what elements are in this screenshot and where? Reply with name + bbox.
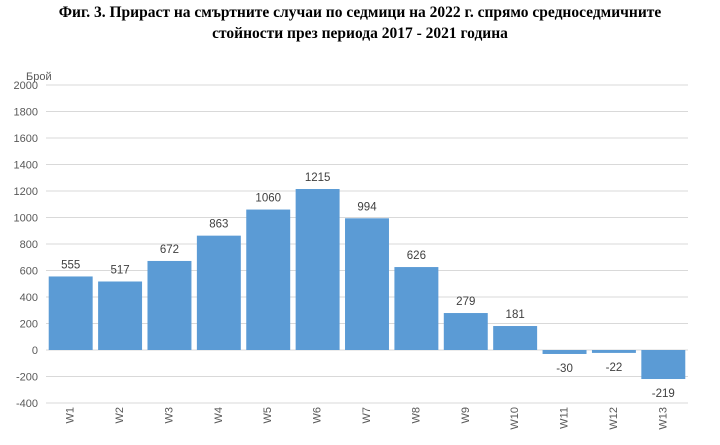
data-label: 1060 [255,193,281,205]
x-tick-label: W8 [410,407,422,424]
y-tick-label: 1000 [14,213,38,225]
y-tick-label: -200 [16,372,38,384]
data-label: -22 [606,362,623,374]
x-tick-label: W13 [657,407,669,430]
data-label: 994 [357,201,377,213]
chart-title: Фиг. 3. Прираст на смъртните случаи по с… [0,2,720,44]
x-tick-label: W11 [559,407,571,429]
data-label: -219 [652,388,675,400]
x-tick-label: W2 [114,407,126,424]
y-axis-label: Брой [26,71,52,83]
x-tick-label: W12 [608,407,620,430]
y-tick-label: -400 [16,398,38,410]
y-tick-label: 1400 [14,160,38,172]
bar [196,235,241,350]
x-tick-label: W7 [361,407,373,424]
y-tick-label: 1800 [14,107,38,119]
bar [147,260,192,350]
bar [295,189,340,350]
bar [345,218,389,350]
y-tick-label: 1200 [14,186,38,198]
data-label: 517 [110,264,129,276]
bar [641,350,686,380]
data-label: 863 [209,219,228,231]
data-label: 672 [160,244,179,256]
y-tick-label: 200 [20,319,38,331]
x-tick-label: W6 [312,407,324,424]
x-tick-label: W5 [262,407,274,424]
x-tick-label: W10 [509,407,521,430]
y-tick-label: 2000 [14,80,38,92]
y-tick-label: 1600 [14,133,38,145]
data-label: 279 [456,296,475,308]
bar [493,326,538,350]
y-tick-label: 800 [20,239,38,251]
bar [591,350,636,353]
x-tick-label: W4 [213,407,225,424]
data-label: -30 [556,363,573,375]
data-label: 555 [61,259,80,271]
bar [98,281,143,350]
chart-title-line2: стойности през периода 2017 - 2021 годин… [212,25,508,42]
bar [443,313,488,350]
bar [394,267,439,350]
bar [246,209,291,350]
y-tick-label: 400 [20,292,38,304]
x-tick-label: W3 [163,407,175,424]
data-label: 1215 [305,172,331,184]
bar [48,276,93,350]
y-tick-label: 600 [20,266,38,278]
x-tick-label: W9 [460,407,472,424]
x-tick-label: W1 [65,407,77,424]
y-tick-label: 0 [32,345,38,357]
bar [542,350,587,354]
chart-title-line1: Фиг. 3. Прираст на смъртните случаи по с… [58,4,662,21]
data-label: 181 [506,309,525,321]
data-label: 626 [407,250,426,262]
